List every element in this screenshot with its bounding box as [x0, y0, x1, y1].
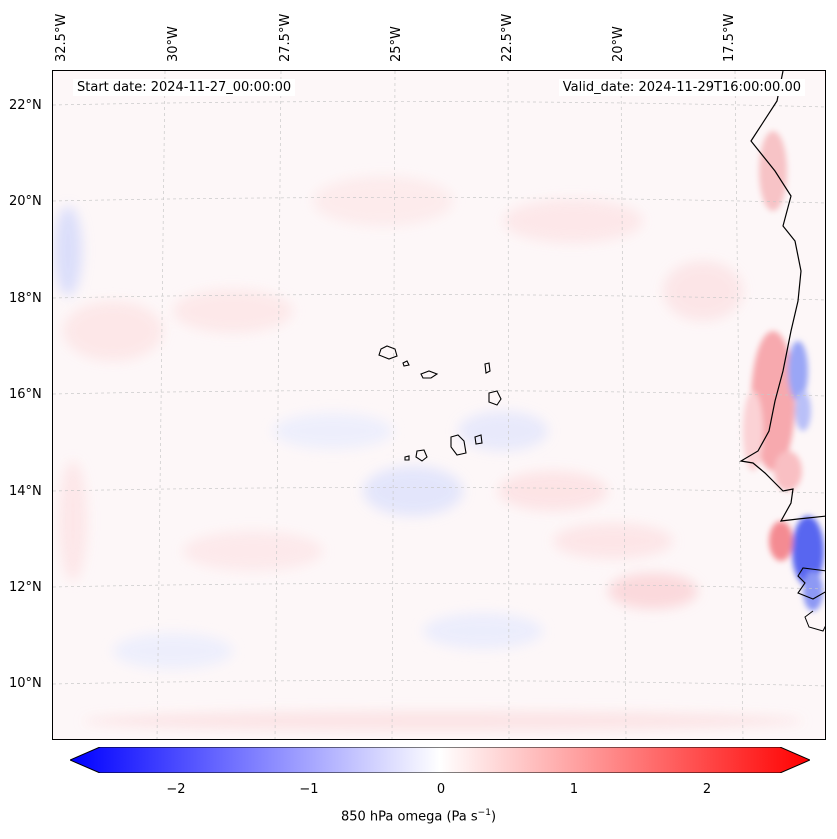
colorbar-label-text: 850 hPa omega (Pa s: [340, 809, 478, 825]
africa-coastline: [739, 71, 825, 522]
lat-label-12n: 12°N: [9, 580, 42, 595]
lat-label-14n: 14°N: [9, 484, 42, 499]
lat-label-20n: 20°N: [9, 194, 42, 209]
lon-label-17-5w: 17.5°W: [722, 13, 737, 62]
colorbar-label-exponent: −1: [477, 808, 491, 818]
cb-tick-0: 0: [436, 782, 446, 797]
lon-label-30w: 30°W: [166, 26, 181, 62]
lon-label-25w: 25°W: [389, 26, 404, 62]
colorbar: [70, 747, 810, 773]
cb-tick-1: 1: [569, 782, 579, 797]
start-date-label: Start date: 2024-11-27_00:00:00: [73, 79, 296, 96]
map-panel: Start date: 2024-11-27_00:00:00 Valid_da…: [52, 70, 826, 740]
omega-field: [53, 71, 825, 739]
cb-tick-2: 2: [702, 782, 712, 797]
lat-label-18n: 18°N: [9, 291, 42, 306]
lat-label-16n: 16°N: [9, 387, 42, 402]
lon-label-22-5w: 22.5°W: [500, 13, 515, 62]
cb-tick-neg1: −1: [299, 782, 319, 797]
lon-label-27-5w: 27.5°W: [278, 13, 293, 62]
colorbar-label: 850 hPa omega (Pa s−1): [0, 808, 837, 824]
lat-label-22n: 22°N: [9, 98, 42, 113]
lon-label-20w: 20°W: [611, 26, 626, 62]
lon-label-32-5w: 32.5°W: [54, 13, 69, 62]
lat-label-10n: 10°N: [9, 676, 42, 691]
valid-date-label: Valid_date: 2024-11-29T16:00:00.00: [558, 79, 805, 96]
colorbar-label-close: ): [490, 809, 497, 825]
cb-tick-neg2: −2: [166, 782, 186, 797]
